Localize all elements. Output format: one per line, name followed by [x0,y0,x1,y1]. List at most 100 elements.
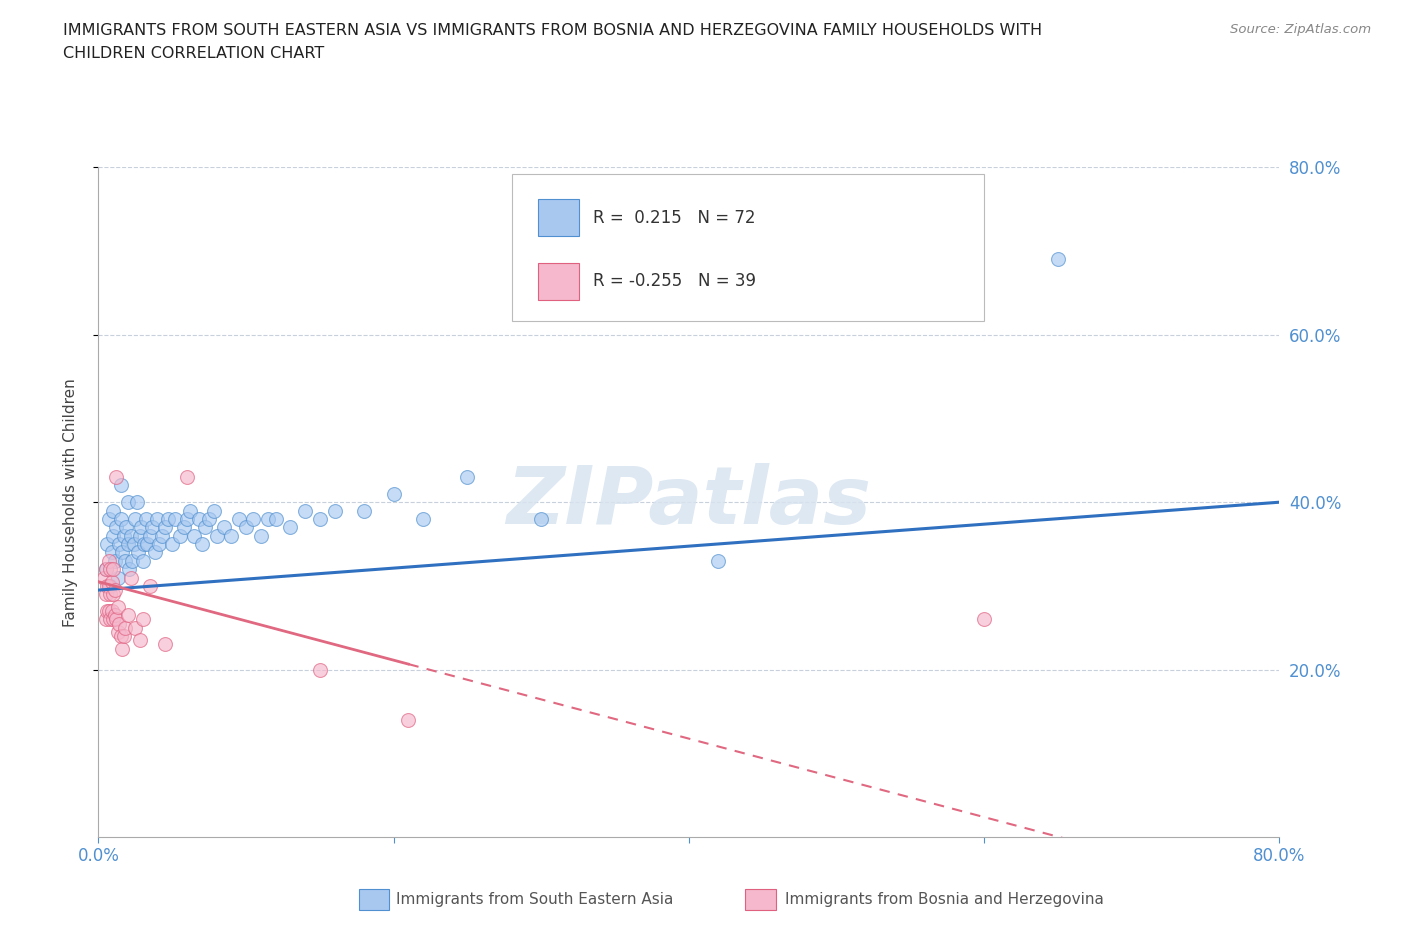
Point [93,570,115,585]
Text: CHILDREN CORRELATION CHART: CHILDREN CORRELATION CHART [63,46,325,61]
Point [212,520,235,535]
Point [132,612,155,627]
Point [98,587,121,602]
Point [98,562,121,577]
Point [146,512,169,526]
Point [114,620,136,635]
Point [107,570,129,585]
Point [94,562,117,577]
Point [176,470,198,485]
Point [112,629,135,644]
Text: ZIPatlas: ZIPatlas [506,463,872,541]
Point [108,617,131,631]
Point [121,553,143,568]
Point [104,608,127,623]
Point [97,578,120,593]
Point [202,503,225,518]
Point [165,512,187,526]
Point [150,528,173,543]
Point [117,608,139,623]
Point [104,582,127,598]
Point [412,512,434,526]
Point [128,528,150,543]
Point [107,600,129,615]
Point [115,520,138,535]
Point [129,520,152,535]
Point [396,712,419,727]
Point [124,620,146,635]
Point [117,537,139,551]
Bar [537,199,579,236]
Point [111,642,134,657]
Point [105,470,128,485]
Point [191,537,214,551]
Point [187,512,209,526]
Point [94,562,117,577]
Point [96,578,118,593]
Point [100,575,122,590]
Point [309,512,332,526]
Point [139,578,162,593]
Point [112,528,135,543]
Point [205,528,228,543]
Point [153,637,176,652]
Point [153,520,176,535]
Point [132,553,155,568]
Point [136,537,159,551]
Point [973,612,995,627]
Point [117,495,139,510]
Point [323,503,346,518]
Point [707,553,730,568]
Point [278,520,302,535]
Point [124,512,146,526]
Point [173,520,195,535]
Bar [537,263,579,299]
Y-axis label: Family Households with Children: Family Households with Children [63,378,77,627]
Point [162,537,183,551]
Point [176,512,198,526]
Point [148,537,170,551]
Text: R =  0.215   N = 72: R = 0.215 N = 72 [593,208,756,227]
Point [242,512,264,526]
Point [114,553,136,568]
Point [97,512,120,526]
Point [94,587,117,602]
Point [100,545,122,560]
Point [228,512,250,526]
Point [100,604,122,618]
Point [110,478,132,493]
Point [194,520,217,535]
Text: IMMIGRANTS FROM SOUTH EASTERN ASIA VS IMMIGRANTS FROM BOSNIA AND HERZEGOVINA FAM: IMMIGRANTS FROM SOUTH EASTERN ASIA VS IM… [63,23,1042,38]
Point [169,528,191,543]
Point [250,528,273,543]
Point [118,562,141,577]
Point [96,537,118,551]
Text: R = -0.255   N = 39: R = -0.255 N = 39 [593,272,756,290]
Point [382,486,405,501]
Point [1046,252,1069,267]
Point [294,503,316,518]
Point [127,545,149,560]
Point [107,625,129,640]
Point [103,528,125,543]
Point [257,512,280,526]
Point [96,604,118,618]
Point [111,545,134,560]
Point [179,503,201,518]
Point [135,512,157,526]
Point [198,512,221,526]
Point [98,578,121,593]
Point [105,520,128,535]
Point [264,512,287,526]
Point [94,612,117,627]
Point [141,520,163,535]
Point [98,612,121,627]
Point [103,503,125,518]
Point [143,545,166,560]
Point [97,553,120,568]
Point [530,512,553,526]
Point [120,570,142,585]
Point [456,470,478,485]
Point [134,537,156,551]
Text: Source: ZipAtlas.com: Source: ZipAtlas.com [1230,23,1371,36]
